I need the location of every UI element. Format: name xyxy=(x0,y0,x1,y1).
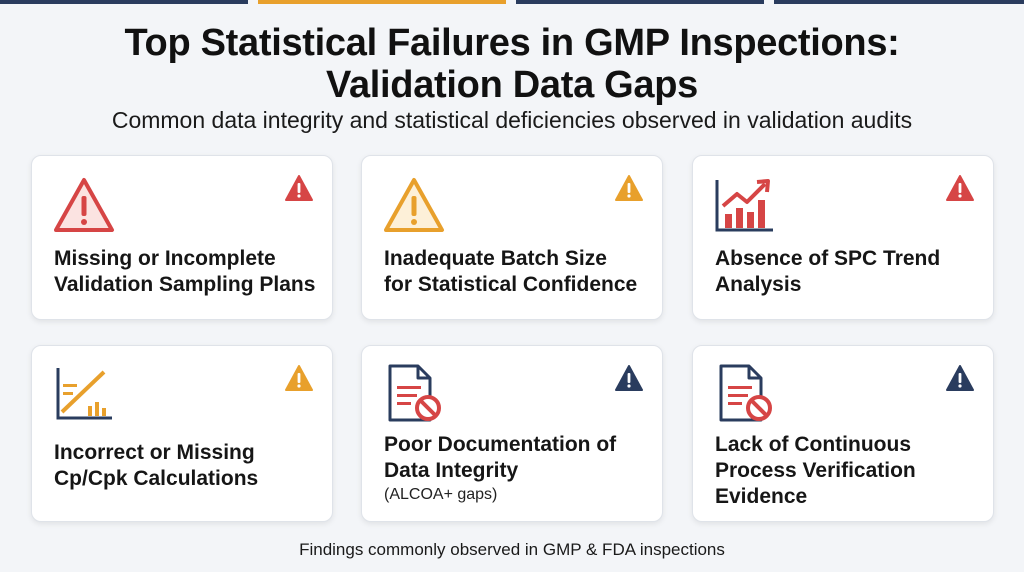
severity-medium-icon xyxy=(615,175,643,201)
capability-chart-icon xyxy=(56,368,112,420)
trend-chart-icon xyxy=(715,179,773,232)
finding-card-cpk: Incorrect or Missing Cp/Cpk Calculations xyxy=(31,345,333,522)
card-label: Missing or Incomplete Validation Samplin… xyxy=(54,247,316,296)
severity-high-icon xyxy=(946,175,974,201)
footer-note: Findings commonly observed in GMP & FDA … xyxy=(299,540,725,559)
severity-info-icon xyxy=(615,365,643,391)
top-accent-bar-1 xyxy=(0,0,248,4)
card-label: Poor Documentation of Data Integrity xyxy=(384,433,617,482)
page-subtitle: Common data integrity and statistical de… xyxy=(111,107,913,133)
card-label: Incorrect or Missing Cp/Cpk Calculations xyxy=(54,441,259,490)
top-accent-bar-3 xyxy=(516,0,764,4)
document-blocked-icon xyxy=(719,364,772,422)
card-label: Absence of SPC Trend Analysis xyxy=(715,247,941,296)
severity-medium-icon xyxy=(285,365,313,391)
severity-info-icon xyxy=(946,365,974,391)
warning-triangle-icon xyxy=(384,178,444,232)
finding-card-batch-size: Inadequate Batch Size for Statistical Co… xyxy=(361,155,663,320)
finding-card-cpv: Lack of Continuous Process Verification … xyxy=(692,345,994,522)
card-label: Lack of Continuous Process Verification … xyxy=(715,433,916,508)
title-line-2: Validation Data Gaps xyxy=(326,64,698,106)
title-line-1: Top Statistical Failures in GMP Inspecti… xyxy=(124,22,900,64)
severity-high-icon xyxy=(285,175,313,201)
page-title: Top Statistical Failures in GMP Inspecti… xyxy=(0,22,1024,106)
finding-card-spc-trend: Absence of SPC Trend Analysis xyxy=(692,155,994,320)
card-label: Inadequate Batch Size for Statistical Co… xyxy=(384,247,638,296)
finding-card-sampling-plans: Missing or Incomplete Validation Samplin… xyxy=(31,155,333,320)
finding-card-data-integrity: Poor Documentation of Data Integrity (AL… xyxy=(361,345,663,522)
warning-triangle-icon xyxy=(54,178,114,232)
card-sublabel: (ALCOA+ gaps) xyxy=(384,486,498,503)
top-accent-bar-2 xyxy=(258,0,506,4)
document-blocked-icon xyxy=(388,364,441,422)
top-accent-bar-4 xyxy=(774,0,1024,4)
